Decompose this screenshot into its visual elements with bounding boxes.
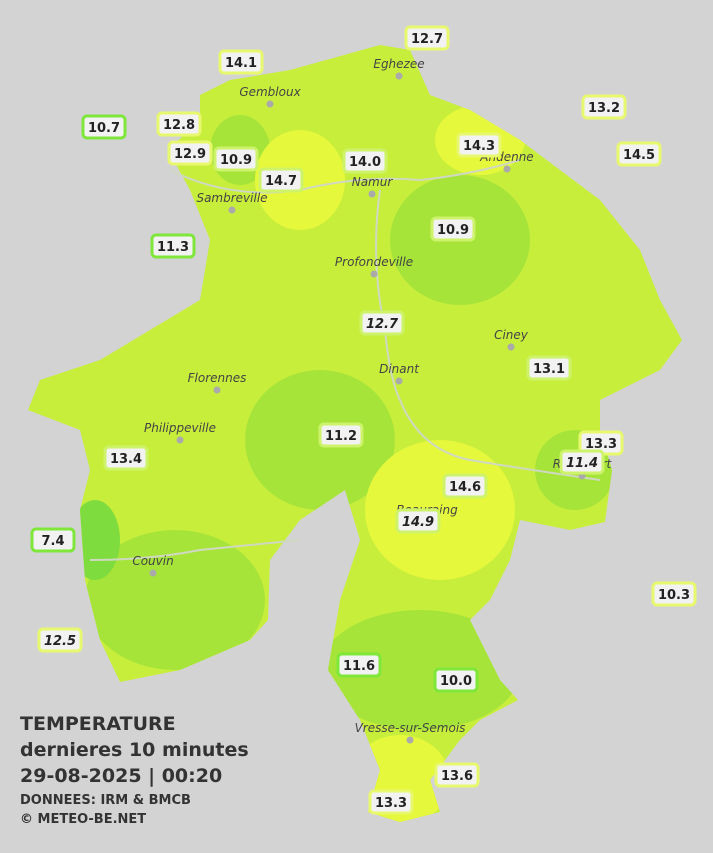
city-name: Couvin: [132, 554, 173, 568]
station-box: [258, 167, 304, 193]
station-box: [342, 148, 388, 174]
station-temp: 12.8: [163, 118, 195, 133]
station-temp: 14.9: [402, 515, 434, 530]
city-dot: [395, 72, 403, 80]
title-line: TEMPERATURE: [20, 713, 176, 735]
city-dot: [368, 190, 376, 198]
city-dot: [406, 736, 414, 744]
station-temp: 14.1: [225, 56, 257, 71]
station-temp: 10.9: [437, 223, 469, 238]
station-box: [430, 216, 476, 242]
city-name: Eghezee: [373, 57, 424, 71]
station-temp: 14.6: [449, 480, 481, 495]
city-dot: [213, 386, 221, 394]
city-dot: [149, 569, 157, 577]
station-box: [526, 355, 572, 381]
station-box: [336, 652, 382, 678]
station-temp: 12.9: [174, 147, 206, 162]
station-box: [433, 667, 479, 693]
station-box: [156, 111, 202, 137]
rivers: [89, 159, 601, 561]
station-temp: 12.5: [44, 634, 76, 649]
station-temp: 12.7: [366, 317, 399, 332]
city-name: Namur: [352, 175, 394, 189]
station-box: [218, 49, 264, 75]
station-temp: 11.4: [566, 456, 598, 471]
station-box: [81, 114, 127, 140]
station-temp: 13.6: [441, 769, 473, 784]
city-dot: [370, 270, 378, 278]
station-box: [442, 473, 488, 499]
city-name: Florennes: [188, 371, 247, 385]
zone-cool: [85, 530, 265, 670]
title-line: dernieres 10 minutes: [20, 739, 249, 761]
city-dot: [395, 377, 403, 385]
station-box: [30, 527, 76, 553]
station-temp: 11.3: [157, 240, 189, 255]
city-name: Sambreville: [196, 191, 267, 205]
station-temp: 7.4: [41, 534, 64, 549]
city-name: Ciney: [494, 328, 529, 342]
station-temp: 14.3: [463, 139, 495, 154]
station-box: [318, 422, 364, 448]
credit-line: DONNEES: IRM & BMCB: [20, 793, 191, 808]
title-line: 29-08-2025 | 00:20: [20, 765, 222, 787]
city-name: Gembloux: [239, 85, 301, 99]
zone-cold: [70, 500, 120, 580]
city-name: Profondeville: [335, 255, 413, 269]
station-temp: 14.7: [265, 174, 297, 189]
city-name: Vresse-sur-Semois: [355, 721, 466, 735]
station-temp: 10.7: [88, 121, 120, 136]
station-temp: 11.6: [343, 659, 375, 674]
station-box: [559, 449, 605, 475]
credit-line: © METEO-BE.NET: [20, 812, 146, 827]
station-box: [651, 581, 697, 607]
station-box: [37, 627, 83, 653]
city-dot: [503, 165, 511, 173]
station-temp: 13.4: [110, 452, 142, 467]
city-dot: [176, 436, 184, 444]
city-name: Philippeville: [144, 421, 216, 435]
station-box: [150, 233, 196, 259]
station-temp: 13.3: [585, 437, 617, 452]
city-name: Dinant: [379, 362, 420, 376]
station-box: [213, 146, 259, 172]
station-box: [616, 141, 662, 167]
station-temp: 12.7: [411, 32, 443, 47]
station-box: [404, 25, 450, 51]
station-box: [359, 310, 405, 336]
station-box: [167, 140, 213, 166]
station-temp: 14.0: [349, 155, 381, 170]
station-box: [581, 94, 627, 120]
station-box: [368, 789, 414, 815]
station-box: [456, 132, 502, 158]
station-temp: 10.9: [220, 153, 252, 168]
station-box: [103, 445, 149, 471]
station-temp: 10.3: [658, 588, 690, 603]
station-temp: 13.3: [375, 796, 407, 811]
station-temp: 14.5: [623, 148, 655, 163]
zone-cool: [320, 610, 520, 730]
station-box: [395, 508, 441, 534]
station-temp: 10.0: [440, 674, 472, 689]
station-temp: 11.2: [325, 429, 357, 444]
city-dot: [266, 100, 274, 108]
station-box: [434, 762, 480, 788]
city-dot: [507, 343, 515, 351]
city-dot: [228, 206, 236, 214]
station-temp: 13.2: [588, 101, 620, 116]
station-temp: 13.1: [533, 362, 565, 377]
